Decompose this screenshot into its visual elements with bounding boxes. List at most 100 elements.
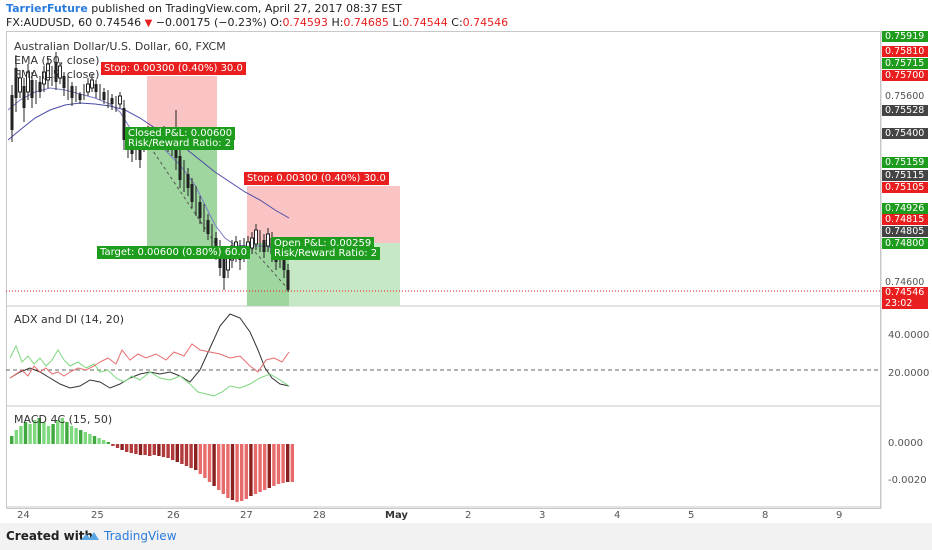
macd-bar — [217, 444, 221, 490]
macd-scale-label: -0.0020 — [888, 475, 927, 486]
macd-bar — [281, 444, 285, 483]
macd-bar — [226, 444, 230, 498]
macd-bar — [56, 420, 60, 444]
symbol-label: FX:AUDUSD, 60 — [6, 16, 93, 29]
macd-bar — [10, 436, 14, 444]
macd-bar — [134, 444, 138, 454]
ema50-legend[interactable]: EMA (50, close) — [14, 54, 100, 67]
high-label: H: — [331, 16, 344, 29]
macd-bar — [33, 420, 37, 444]
macd-bar — [120, 444, 124, 450]
trade1-closed-pl-label[interactable]: Closed P&L: 0.00600 — [125, 127, 236, 140]
price-label: 0.75919 — [882, 31, 928, 42]
macd-bar — [198, 444, 202, 474]
macd-bar — [189, 444, 193, 468]
trade2-stop-label[interactable]: Stop: 0.00300 (0.40%) 30.0 — [244, 172, 389, 185]
macd-bar — [267, 444, 271, 488]
price-label: 0.74546 — [882, 287, 928, 298]
open-value: 0.74593 — [282, 16, 328, 29]
close-label: C: — [451, 16, 463, 29]
macd-bar — [97, 438, 101, 444]
minus-di-line — [9, 343, 290, 379]
time-label: 27 — [240, 510, 253, 521]
time-label: 25 — [91, 510, 104, 521]
tradingview-logo-icon — [81, 532, 99, 540]
macd-bar — [115, 444, 120, 448]
price-label: 0.75715 — [882, 58, 928, 69]
macd-scale-label: 0.0000 — [888, 438, 923, 449]
main-pane-title: Australian Dollar/U.S. Dollar, 60, FXCM — [14, 40, 226, 53]
time-label: 24 — [17, 510, 30, 521]
macd-bar — [180, 444, 184, 464]
macd-bar — [42, 422, 46, 444]
macd-bar — [152, 444, 156, 455]
macd-bar — [129, 444, 133, 453]
author-link[interactable]: TarrierFuture — [6, 2, 88, 15]
macd-bar — [51, 424, 55, 444]
macd-pane-title[interactable]: MACD 4C (15, 50) — [14, 413, 113, 426]
footer-bar: Created with TradingView — [0, 523, 932, 550]
down-arrow-icon: ▼ — [144, 18, 153, 29]
macd-bar — [92, 436, 97, 444]
macd-bar — [65, 422, 69, 444]
macd-histogram — [10, 418, 294, 502]
macd-bar — [184, 444, 189, 466]
trade2-rr-label[interactable]: Risk/Reward Ratio: 2 — [271, 247, 381, 260]
adx-pane-title[interactable]: ADX and DI (14, 20) — [14, 313, 124, 326]
macd-bar — [253, 444, 258, 494]
macd-bar — [171, 444, 175, 460]
macd-bar — [286, 444, 290, 482]
macd-bar — [83, 432, 87, 444]
countdown-label: 23:02 — [882, 298, 928, 309]
macd-bar — [157, 444, 161, 456]
macd-bar — [111, 444, 115, 446]
price-label: 0.74800 — [882, 238, 928, 249]
macd-bar — [240, 444, 244, 501]
macd-bar — [74, 428, 78, 444]
macd-bar — [207, 444, 212, 482]
macd-bar — [19, 426, 23, 444]
tradingview-brand-link[interactable]: TradingView — [104, 529, 177, 543]
time-label: 28 — [313, 510, 326, 521]
time-label: 8 — [762, 510, 769, 521]
created-with-label: Created with — [6, 529, 94, 543]
macd-bar — [194, 444, 198, 470]
macd-bar — [212, 444, 216, 486]
price-label: 0.74926 — [882, 203, 928, 214]
published-text: published on TradingView.com, April 27, … — [87, 2, 402, 15]
macd-bar — [235, 444, 239, 502]
macd-bar — [221, 444, 225, 494]
close-value: 0.74546 — [462, 16, 509, 29]
macd-bar — [14, 430, 18, 444]
trade2-open-pl-label[interactable]: Open P&L: 0.00259 — [271, 237, 375, 250]
time-label: May — [385, 510, 408, 521]
macd-bar — [263, 444, 267, 490]
time-label: 3 — [539, 510, 546, 521]
macd-bar — [125, 444, 129, 452]
macd-bar — [203, 444, 207, 478]
macd-bar — [23, 422, 28, 444]
high-value: 0.74685 — [343, 16, 389, 29]
trade1-rr-label[interactable]: Risk/Reward Ratio: 2 — [125, 137, 235, 150]
macd-bar — [46, 426, 51, 444]
chart-canvas[interactable] — [0, 0, 932, 523]
macd-bar — [88, 434, 92, 444]
macd-bar — [230, 444, 235, 500]
price-change: −0.00175 (−0.23%) — [155, 16, 267, 29]
trade2-target-label[interactable]: Target: 0.00600 (0.80%) 60.0 — [97, 246, 251, 259]
publish-header: TarrierFuture published on TradingView.c… — [6, 2, 402, 15]
time-label: 5 — [688, 510, 695, 521]
low-value: 0.74544 — [402, 16, 448, 29]
macd-bar — [28, 424, 32, 444]
open-label: O: — [270, 16, 283, 29]
price-label: 0.75700 — [882, 70, 928, 81]
time-label: 9 — [836, 510, 843, 521]
trade1-stop-label[interactable]: Stop: 0.00300 (0.40%) 30.0 — [101, 62, 246, 75]
ema15-legend[interactable]: EMA (15, close) — [14, 68, 100, 81]
adx-line — [9, 313, 290, 389]
time-label: 4 — [614, 510, 621, 521]
macd-bar — [166, 444, 170, 458]
macd-bar — [102, 440, 106, 444]
last-price: 0.74546 — [95, 16, 142, 29]
macd-bar — [143, 444, 147, 455]
